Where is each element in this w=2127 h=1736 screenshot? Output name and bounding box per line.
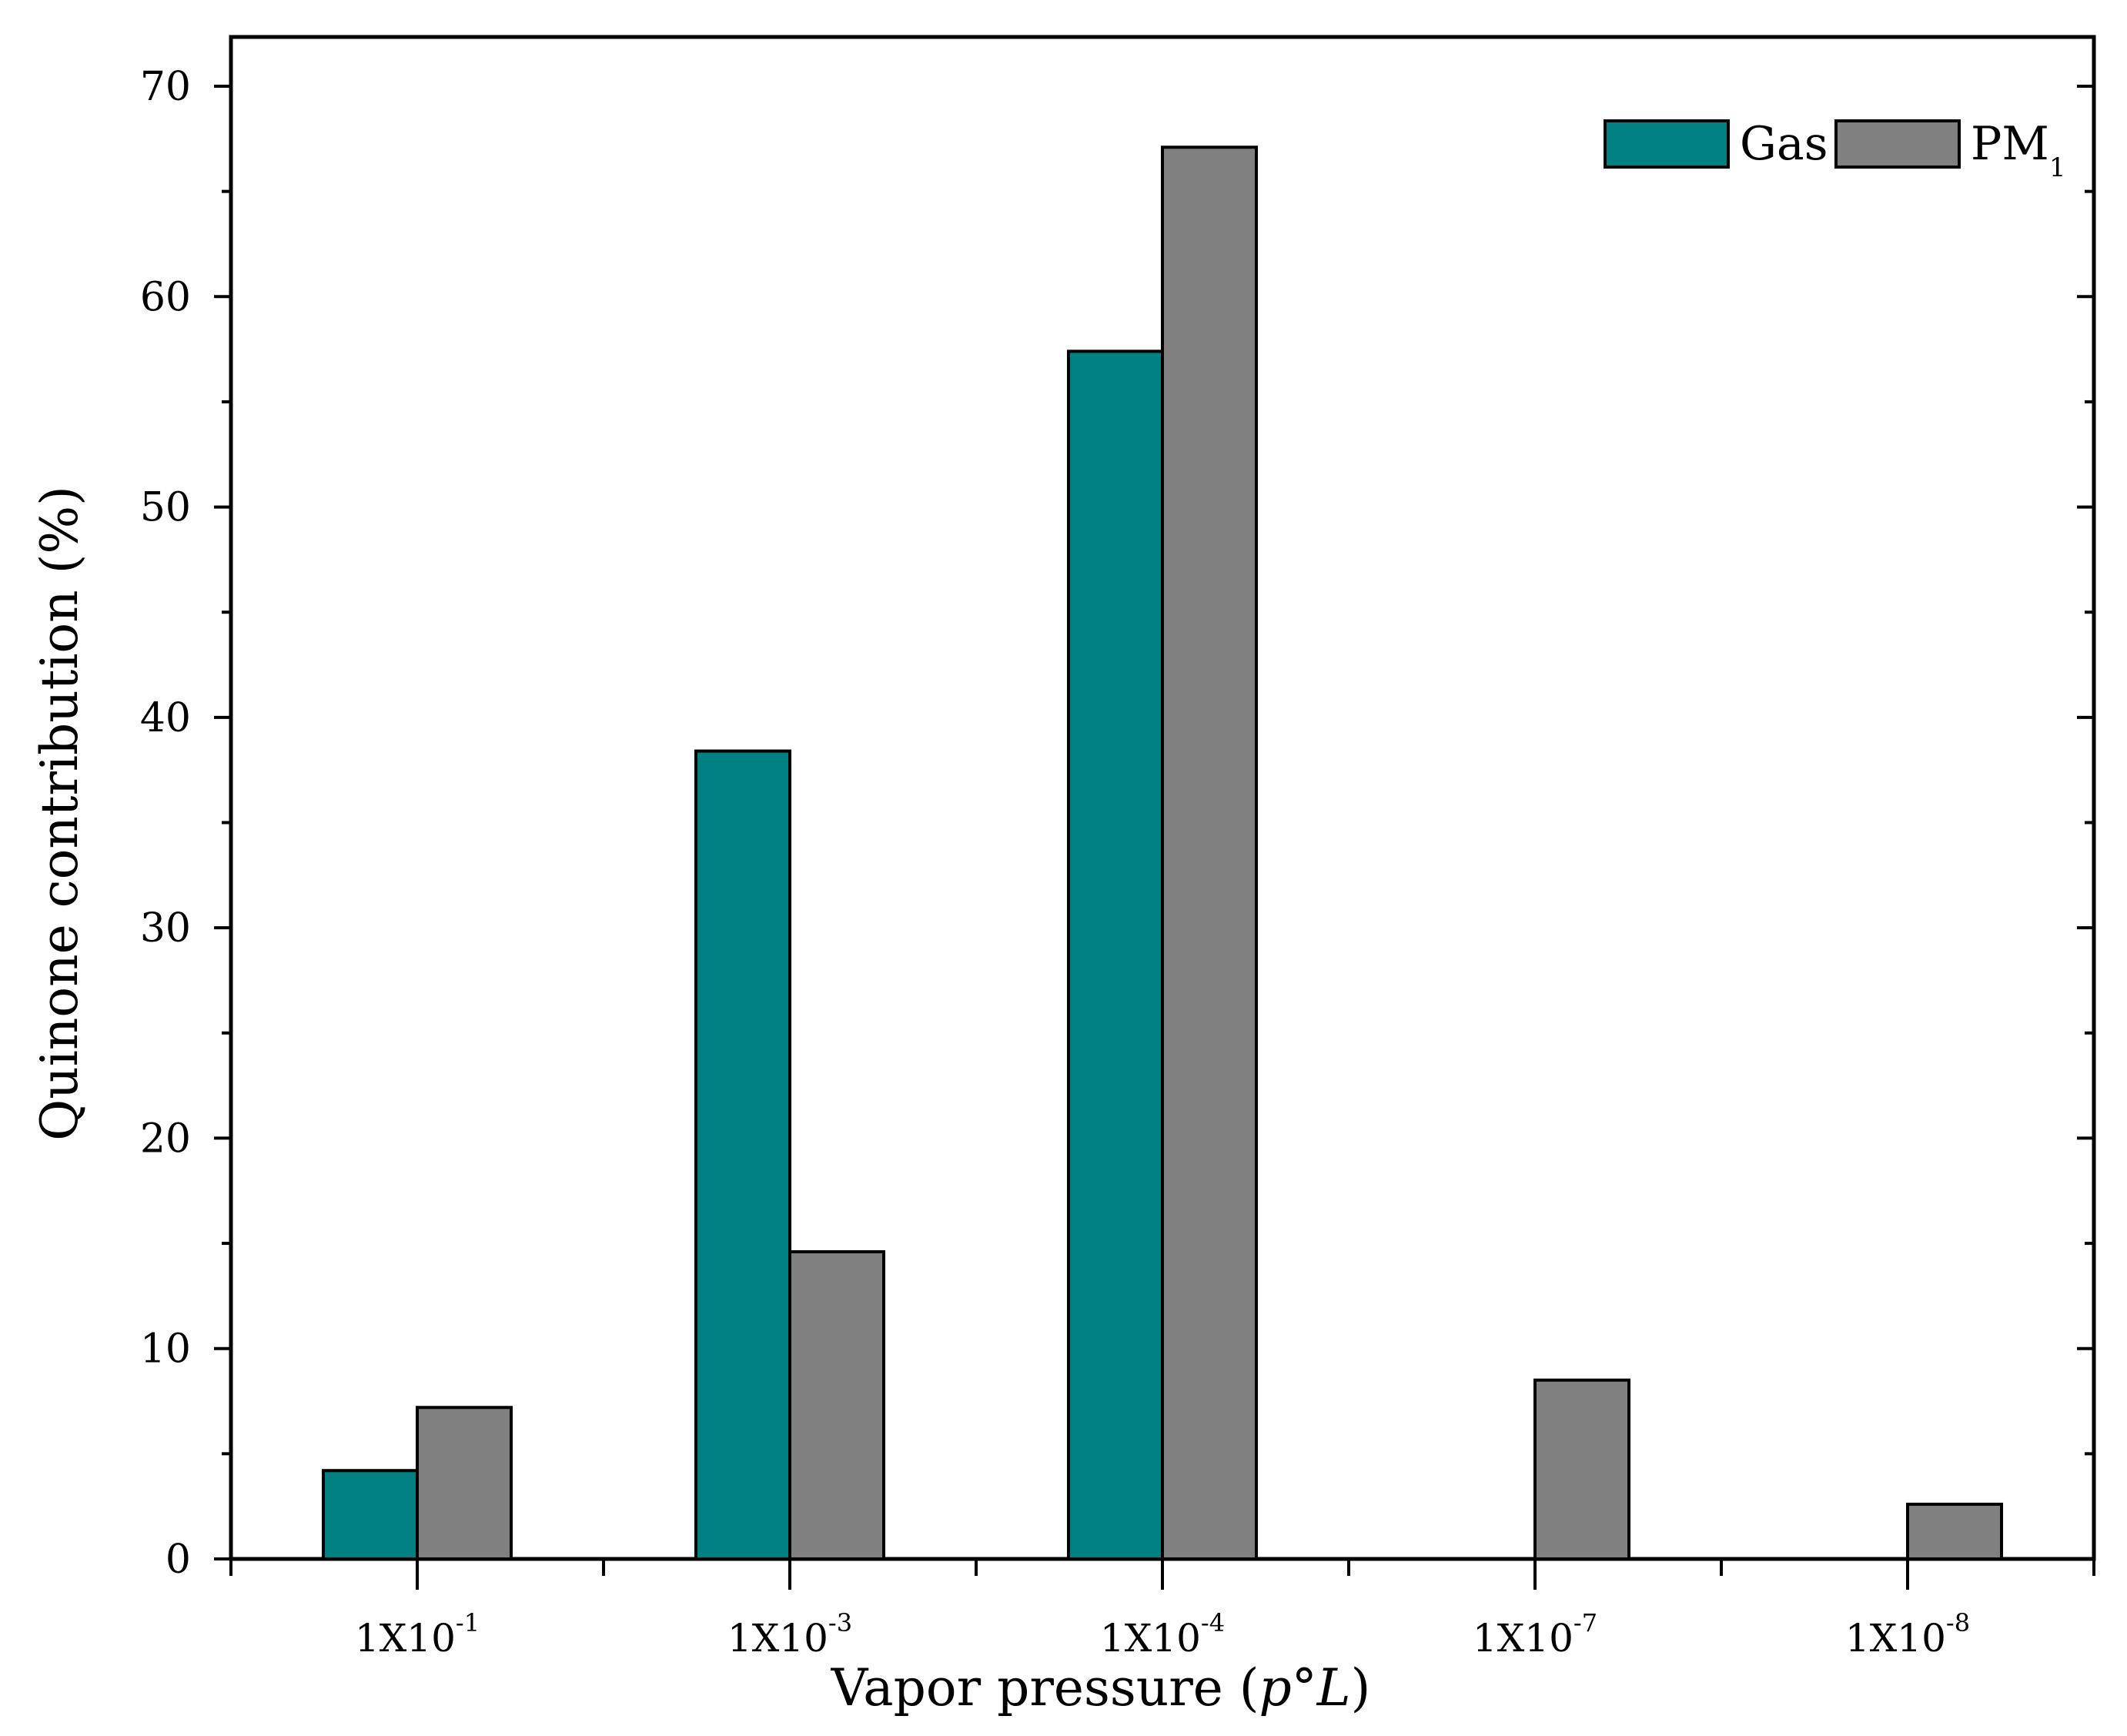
- y-tick-label: 0: [166, 1537, 191, 1583]
- legend-label-pm: PM1: [1971, 117, 2065, 183]
- bar-pm-0: [416, 1406, 513, 1560]
- bar-gas-0: [322, 1469, 419, 1560]
- y-tick-label: 20: [140, 1116, 191, 1162]
- bars: [322, 146, 2003, 1561]
- x-tick-label: 1X10-3: [727, 1608, 852, 1661]
- legend-label-gas: Gas: [1740, 117, 1828, 171]
- x-tick-label: 1X10-7: [1473, 1608, 1597, 1661]
- y-tick-label: 50: [140, 485, 191, 531]
- y-tick-label: 60: [140, 274, 191, 320]
- y-tick-label: 30: [140, 905, 191, 952]
- bar-pm-1: [788, 1250, 885, 1560]
- bar-pm-4: [1906, 1502, 2003, 1560]
- bar-pm-2: [1161, 146, 1258, 1561]
- bar-gas-2: [1067, 350, 1164, 1561]
- y-tick-label: 40: [140, 695, 191, 741]
- x-tick-label: 1X10-4: [1100, 1608, 1225, 1661]
- y-tick-label: 70: [140, 64, 191, 110]
- legend-swatch-pm: [1834, 119, 1961, 169]
- y-tick-label: 10: [140, 1326, 191, 1373]
- legend: Gas PM1: [1604, 117, 2065, 183]
- legend-swatch-gas: [1604, 119, 1730, 169]
- x-axis: 1X10-1 1X10-3 1X10-4 1X10-7 1X10-8: [229, 1559, 2095, 1661]
- x-tick-label: 1X10-1: [355, 1608, 480, 1661]
- bar-gas-1: [694, 749, 791, 1560]
- x-tick-label: 1X10-8: [1845, 1608, 1970, 1661]
- y-axis-label: Quinone contribution (%): [30, 486, 89, 1141]
- bar-pm-3: [1533, 1378, 1630, 1561]
- x-axis-label: Vapor pressure (p°L): [831, 1658, 1371, 1718]
- y-axis: 0 10 20 30 40 50 60 70: [140, 64, 2094, 1583]
